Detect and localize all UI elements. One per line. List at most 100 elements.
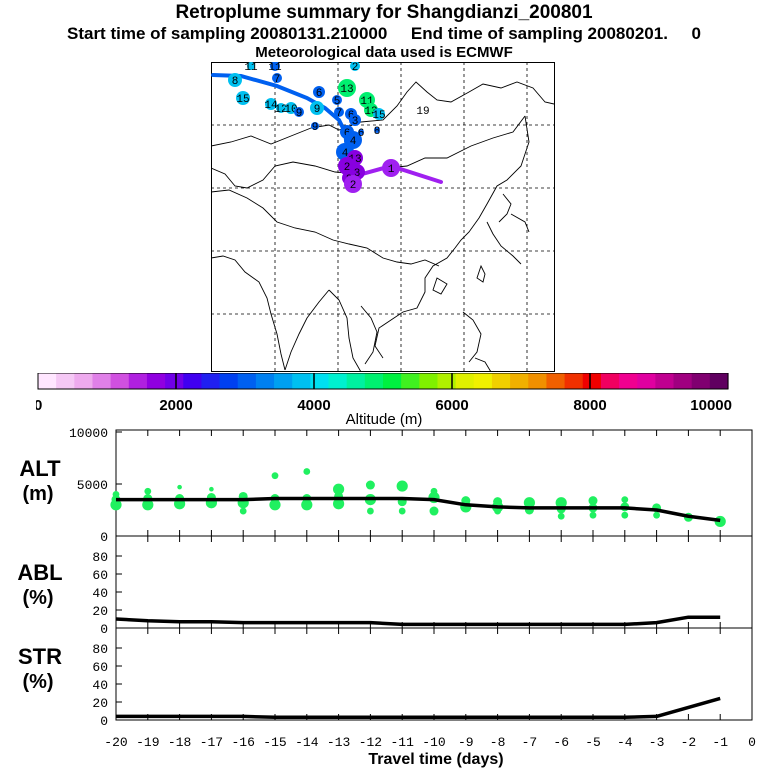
day-marker bbox=[332, 95, 342, 105]
alt-panel-frame bbox=[115, 429, 753, 537]
alt-scatter-point bbox=[303, 468, 311, 475]
day-marker bbox=[382, 159, 400, 177]
alt-scatter-point bbox=[333, 498, 345, 510]
colorbar-swatch bbox=[655, 373, 675, 389]
colorbar-swatch bbox=[165, 373, 184, 389]
colorbar-swatch bbox=[183, 373, 203, 389]
colorbar-tick-label: 2000 bbox=[159, 397, 192, 414]
day-marker bbox=[276, 103, 286, 113]
day-label: 5 bbox=[334, 96, 341, 108]
colorbar-tick-label: 8000 bbox=[573, 397, 606, 414]
colorbar-swatch bbox=[74, 373, 94, 389]
day-label: 9 bbox=[312, 122, 319, 134]
alt-scatter-point bbox=[239, 507, 247, 515]
day-label: 8 bbox=[232, 76, 239, 88]
colorbar-swatch bbox=[673, 373, 693, 389]
str-series-line bbox=[116, 696, 721, 720]
colorbar-swatch bbox=[473, 373, 493, 389]
alt-scatter-point bbox=[398, 507, 406, 515]
colorbar-swatch bbox=[328, 373, 348, 389]
day-marker bbox=[338, 79, 356, 97]
alt-scatter-point bbox=[144, 487, 152, 495]
xtick-label: -9 bbox=[458, 735, 474, 750]
xtick-label: -18 bbox=[168, 735, 191, 750]
day-label: 9 bbox=[314, 104, 321, 116]
day-label: 15 bbox=[236, 94, 249, 106]
day-marker bbox=[236, 91, 250, 105]
alt-scatter-point bbox=[365, 480, 375, 490]
day-marker bbox=[374, 127, 380, 133]
xtick-label: -14 bbox=[295, 735, 319, 750]
alt-scatter-point bbox=[430, 487, 438, 495]
colorbar-swatch bbox=[310, 373, 330, 389]
day-marker bbox=[373, 108, 385, 120]
str-panel-label: STR bbox=[18, 644, 62, 669]
colorbar-swatch bbox=[292, 373, 311, 389]
day-label: 2 bbox=[350, 180, 357, 192]
str-ytick-label: 20 bbox=[92, 696, 108, 711]
colorbar-swatch bbox=[491, 373, 511, 389]
colorbar-swatch bbox=[619, 373, 638, 389]
alt-scatter-point bbox=[112, 491, 120, 498]
colorbar-swatch bbox=[346, 373, 366, 389]
altitude-colorbar: 0 2000 4000 6000 8000 10000 Altitude (m) bbox=[36, 373, 732, 428]
str-panel-unit: (%) bbox=[22, 671, 53, 693]
day-label: 7 bbox=[274, 74, 281, 86]
day-marker bbox=[334, 107, 344, 117]
day-label: 2 bbox=[352, 62, 359, 74]
colorbar-swatch bbox=[709, 373, 729, 389]
alt-scatter-point bbox=[429, 506, 439, 516]
alt-scatter-point bbox=[621, 496, 629, 503]
alt-ytick-label: 10000 bbox=[69, 428, 108, 441]
colorbar-swatch bbox=[274, 373, 293, 389]
colorbar-swatch bbox=[237, 373, 257, 389]
alt-ytick-label: 5000 bbox=[77, 478, 108, 493]
xtick-label: -3 bbox=[649, 735, 665, 750]
abl-series-line bbox=[115, 615, 721, 627]
alt-scatter-point bbox=[209, 486, 214, 492]
colorbar-swatch bbox=[201, 373, 221, 389]
colorbar-swatch bbox=[528, 373, 548, 389]
xtick-label: -20 bbox=[104, 735, 127, 750]
day-label: 14 bbox=[264, 100, 278, 112]
alt-scatter-point bbox=[557, 512, 565, 520]
str-ytick-label: 80 bbox=[92, 642, 108, 657]
day-marker bbox=[265, 98, 277, 110]
day-marker bbox=[311, 122, 319, 130]
alt-scatter-point bbox=[271, 472, 279, 480]
day-label: 7 bbox=[336, 108, 343, 120]
day-label: 6 bbox=[316, 88, 323, 100]
str-ytick-label: 0 bbox=[100, 714, 108, 729]
day-label: 15 bbox=[372, 110, 385, 122]
day-label: 6 bbox=[358, 128, 365, 140]
colorbar-tick-label: 10000 bbox=[690, 397, 732, 414]
alt-scatter-point bbox=[177, 484, 182, 490]
colorbar-swatch bbox=[419, 373, 439, 389]
colorbar-swatch bbox=[437, 373, 457, 389]
day-label: 13 bbox=[340, 84, 353, 96]
alt-scatter-point bbox=[588, 496, 598, 506]
trajectory-day-markers: 8111171514121099651326791113153644132322… bbox=[228, 62, 430, 193]
abl-ytick-label: 60 bbox=[92, 568, 108, 583]
colorbar-swatch bbox=[546, 373, 566, 389]
xtick-label: -2 bbox=[681, 735, 697, 750]
day-label: 3 bbox=[352, 116, 359, 128]
day-label: 12 bbox=[274, 104, 287, 116]
xtick-label: -13 bbox=[327, 735, 350, 750]
alt-ytick-label: 0 bbox=[100, 530, 108, 545]
abl-ytick-label: 20 bbox=[92, 604, 108, 619]
alt-scatter-point bbox=[367, 507, 374, 515]
alt-scatter-point bbox=[589, 511, 597, 519]
colorbar-swatch bbox=[110, 373, 130, 389]
alt-panel-unit: (m) bbox=[22, 483, 53, 505]
day-marker bbox=[344, 175, 362, 193]
colorbar-tick-label: 4000 bbox=[297, 397, 330, 414]
colorbar-swatch bbox=[401, 373, 420, 389]
abl-ytick-label: 40 bbox=[92, 586, 108, 601]
x-axis-label: Travel time (days) bbox=[368, 751, 503, 768]
day-marker bbox=[285, 102, 297, 114]
abl-panel-frame bbox=[115, 535, 753, 629]
colorbar-swatch bbox=[146, 373, 166, 389]
day-label: 8 bbox=[374, 126, 381, 138]
colorbar-swatch bbox=[128, 373, 148, 389]
